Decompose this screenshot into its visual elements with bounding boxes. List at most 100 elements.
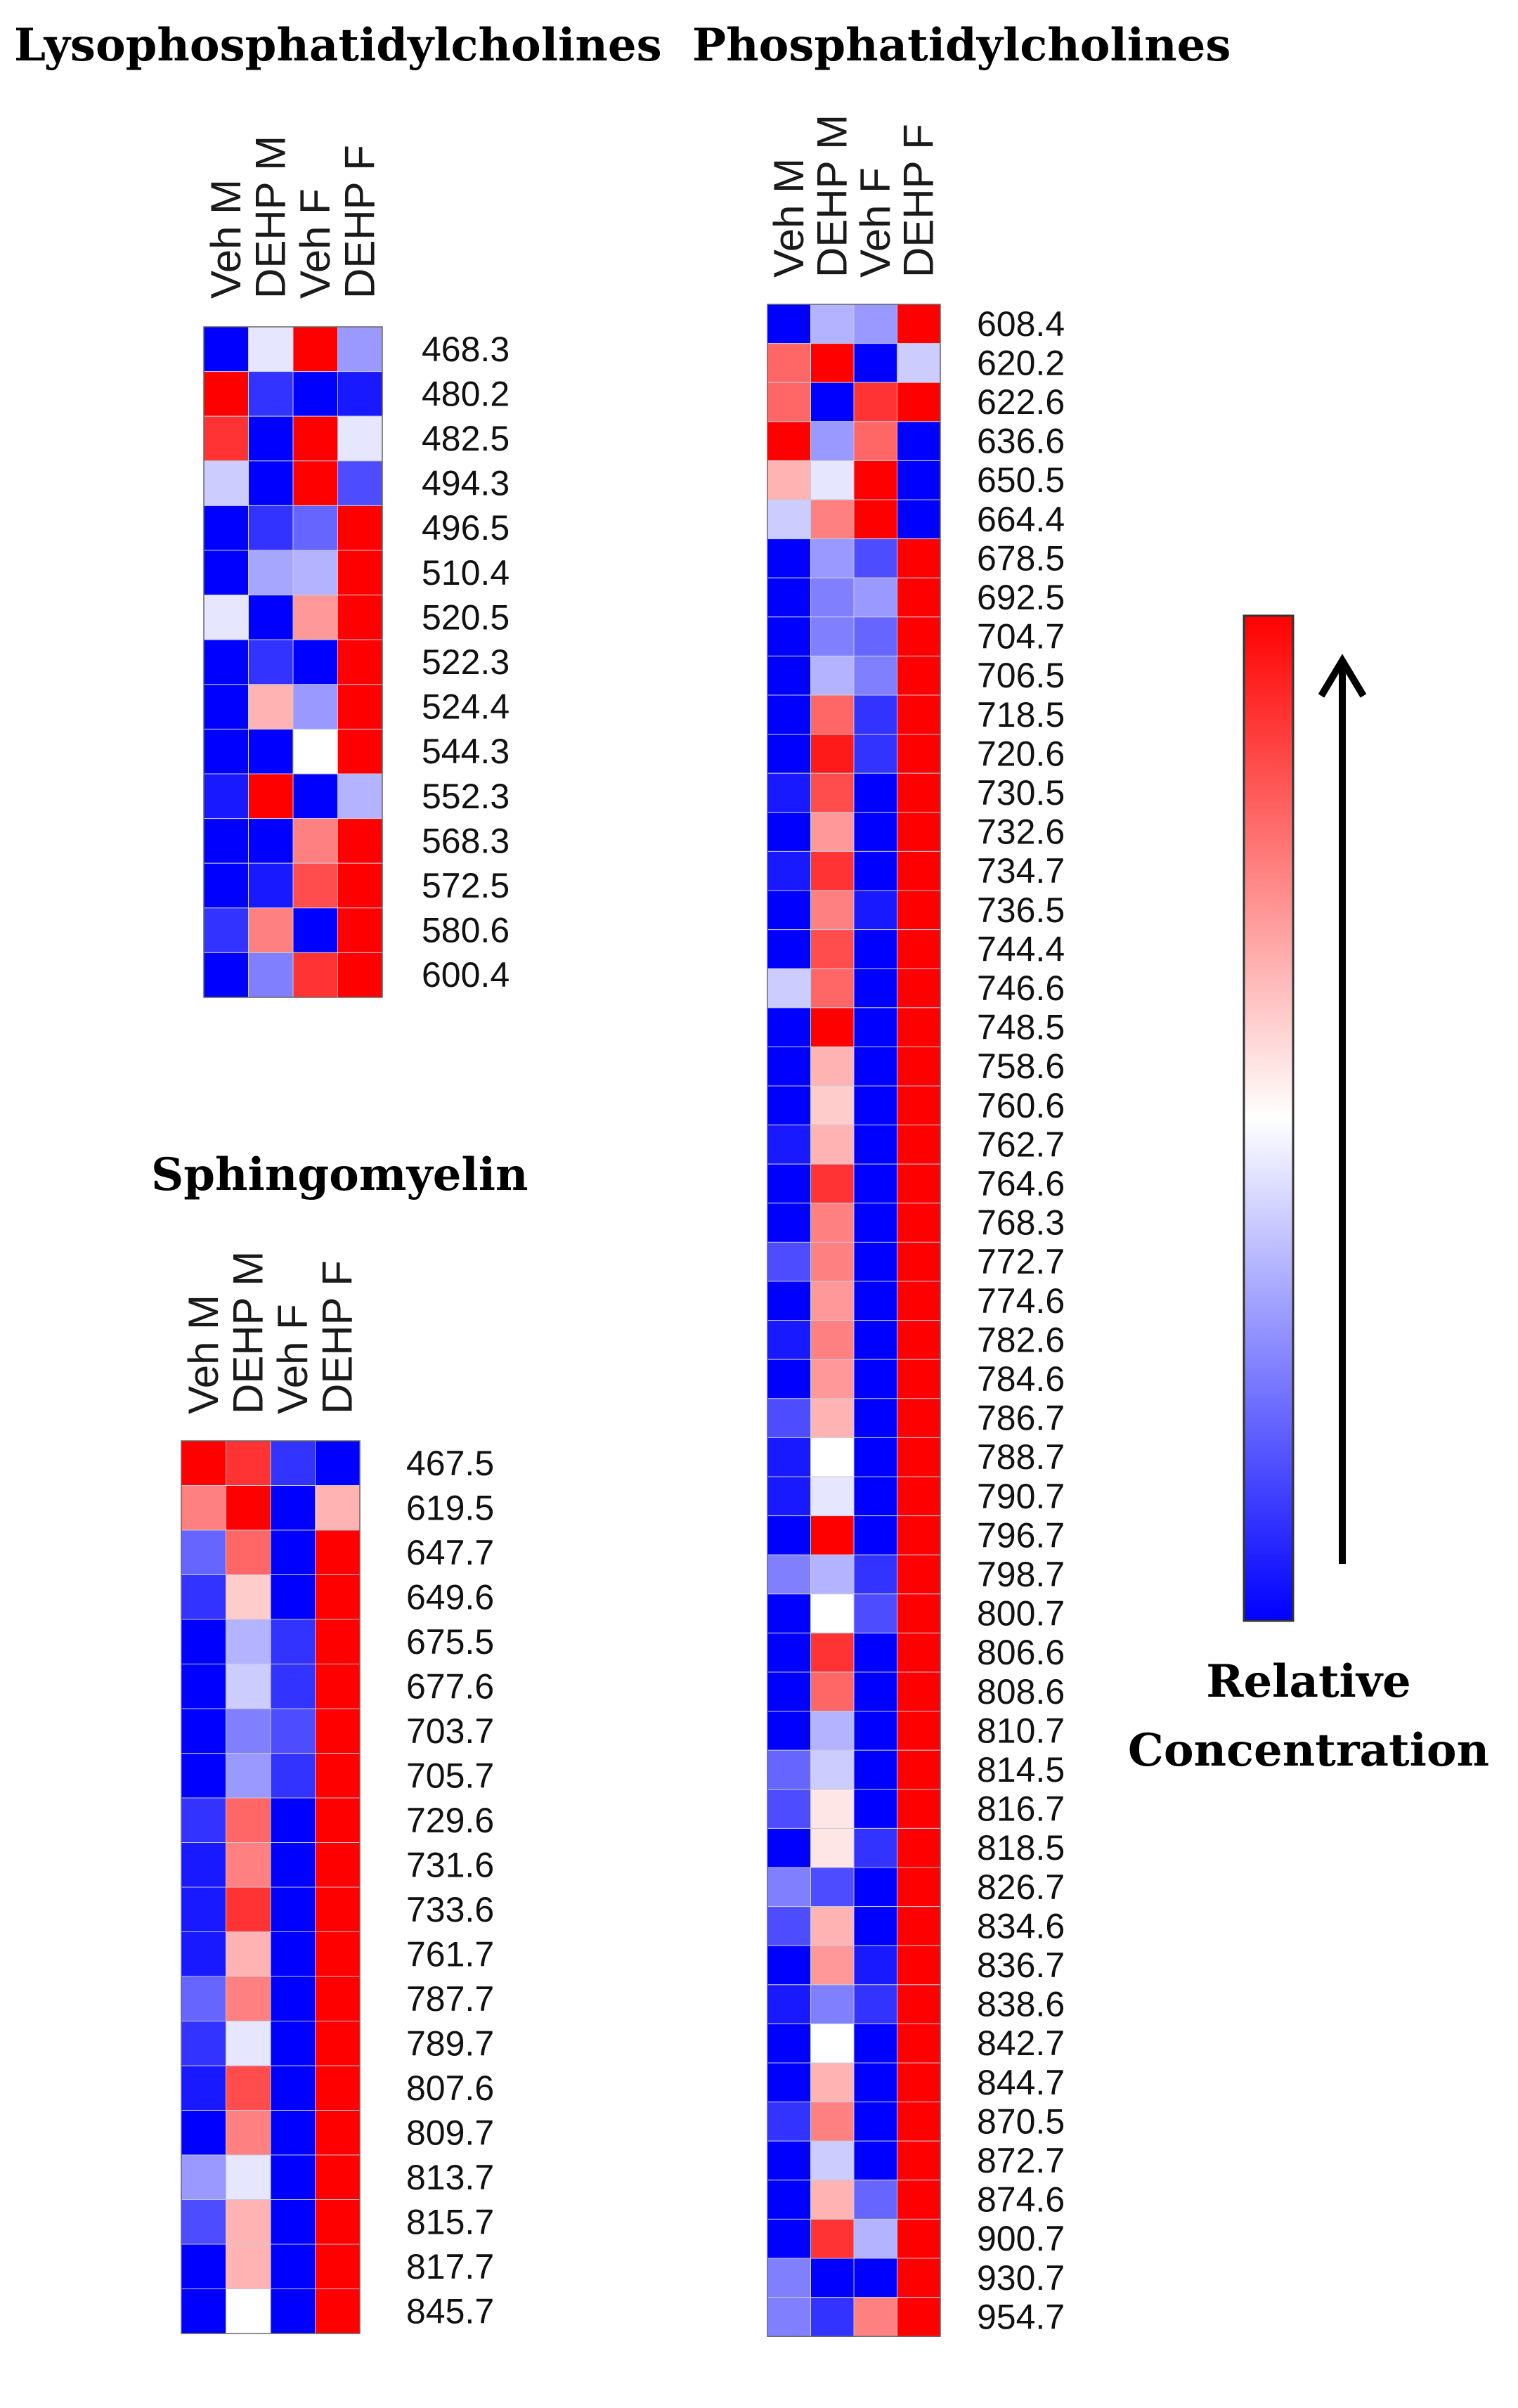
- pc-heatmap-cell: [810, 1984, 855, 2024]
- pc-heatmap-cell: [853, 2102, 897, 2142]
- sm-heatmap-cell: [181, 1708, 226, 1754]
- sm-column-label: DEHP F: [313, 1260, 361, 1414]
- sm-row-label: 729.6: [406, 1801, 494, 1840]
- lpc-heatmap-cell: [203, 684, 249, 730]
- pc-heatmap-cell: [767, 1241, 811, 1282]
- pc-row-label: 748.5: [977, 1008, 1065, 1047]
- pc-heatmap-cell: [767, 655, 811, 696]
- pc-heatmap-cell: [897, 929, 941, 969]
- pc-heatmap-cell: [853, 1163, 897, 1204]
- pc-heatmap-cell: [897, 1281, 941, 1321]
- pc-row-label: 900.7: [977, 2219, 1065, 2258]
- pc-heatmap-cell: [810, 1320, 855, 1360]
- sm-row-label: 703.7: [406, 1711, 494, 1751]
- sm-heatmap-cell: [270, 1886, 316, 1932]
- pc-heatmap-cell: [767, 812, 811, 852]
- pc-heatmap-cell: [767, 1163, 811, 1204]
- pc-heatmap-cell: [767, 1827, 811, 1868]
- sm-heatmap-cell: [181, 1976, 226, 2021]
- pc-heatmap-cell: [853, 421, 897, 461]
- lpc-column-label: Veh F: [292, 188, 339, 299]
- pc-row-label: 772.7: [977, 1242, 1065, 1281]
- sm-heatmap-cell: [270, 2154, 316, 2200]
- pc-heatmap-cell: [810, 382, 855, 422]
- pc-heatmap-cell: [853, 1476, 897, 1517]
- pc-heatmap-cell: [810, 2258, 855, 2298]
- pc-row-label: 790.7: [977, 1477, 1065, 1516]
- sm-heatmap-cell: [315, 1976, 361, 2021]
- legend-label-relative: Relative: [1206, 1655, 1410, 1708]
- pc-heatmap-cell: [810, 1789, 855, 1829]
- lpc-row-label: 600.4: [422, 955, 510, 995]
- pc-heatmap-cell: [810, 850, 855, 891]
- pc-heatmap-cell: [853, 890, 897, 931]
- pc-row-label: 620.2: [977, 343, 1065, 382]
- sm-heatmap-cell: [315, 2154, 361, 2200]
- sm-heatmap-cell: [315, 2021, 361, 2066]
- pc-heatmap-cell: [767, 577, 811, 618]
- pc-heatmap-cell: [897, 1125, 941, 1165]
- pc-heatmap-cell: [853, 2180, 897, 2220]
- pc-heatmap-cell: [853, 812, 897, 852]
- pc-heatmap-cell: [810, 1398, 855, 1438]
- sm-heatmap-cell: [270, 1619, 316, 1664]
- lpc-heatmap-cell: [203, 818, 249, 864]
- pc-heatmap-cell: [853, 929, 897, 969]
- pc-row-label: 806.6: [977, 1633, 1065, 1672]
- pc-heatmap-cell: [853, 1945, 897, 1986]
- pc-heatmap-cell: [767, 1437, 811, 1477]
- pc-heatmap-cell: [897, 850, 941, 891]
- lpc-heatmap-cell: [248, 952, 294, 998]
- sm-heatmap-cell: [226, 1485, 271, 1531]
- pc-heatmap-cell: [810, 1867, 855, 1908]
- pc-heatmap-frame: [767, 304, 941, 2337]
- pc-heatmap-cell: [767, 1906, 811, 1946]
- pc-heatmap-cell: [767, 1984, 811, 2024]
- lpc-heatmap-cell: [248, 639, 294, 685]
- lpc-heatmap-cell: [203, 550, 249, 596]
- pc-heatmap-cell: [810, 538, 855, 578]
- lpc-heatmap-cell: [248, 505, 294, 551]
- pc-heatmap-cell: [897, 1827, 941, 1868]
- lpc-heatmap-cell: [292, 639, 338, 685]
- pc-heatmap-cell: [767, 616, 811, 656]
- pc-row-label: 736.5: [977, 891, 1065, 930]
- lpc-row-label: 544.3: [422, 732, 510, 771]
- sm-row-label: 647.7: [406, 1533, 494, 1572]
- pc-heatmap-cell: [897, 2180, 941, 2220]
- pc-heatmap-cell: [853, 850, 897, 891]
- pc-heatmap-cell: [897, 1476, 941, 1517]
- pc-row-label: 796.7: [977, 1515, 1065, 1555]
- sm-heatmap-cell: [226, 1440, 271, 1486]
- sm-heatmap-cell: [226, 2289, 271, 2334]
- sm-heatmap-cell: [181, 2154, 226, 2200]
- pc-heatmap-cell: [853, 1046, 897, 1087]
- lpc-heatmap-cell: [203, 639, 249, 685]
- pc-heatmap-cell: [810, 1125, 855, 1165]
- pc-heatmap-cell: [810, 1085, 855, 1126]
- lpc-heatmap-cell: [337, 818, 383, 864]
- pc-heatmap-cell: [767, 1085, 811, 1126]
- pc-heatmap-cell: [853, 577, 897, 618]
- sm-row-label: 789.7: [406, 2024, 494, 2063]
- pc-heatmap-cell: [897, 1515, 941, 1555]
- sm-heatmap-cell: [181, 2244, 226, 2289]
- pc-heatmap-cell: [767, 694, 811, 735]
- pc-heatmap-cell: [767, 1203, 811, 1243]
- pc-heatmap-cell: [853, 2062, 897, 2103]
- pc-heatmap-cell: [853, 1671, 897, 1712]
- lpc-row-label: 520.5: [422, 597, 510, 637]
- lpc-column-label: DEHP F: [336, 145, 383, 299]
- sm-heatmap-cell: [181, 1440, 226, 1486]
- sm-heatmap-cell: [181, 1886, 226, 1932]
- pc-heatmap-cell: [853, 1749, 897, 1790]
- lpc-heatmap-cell: [248, 371, 294, 417]
- lpc-heatmap-cell: [248, 907, 294, 953]
- pc-heatmap-cell: [810, 343, 855, 383]
- lpc-heatmap-cell: [203, 728, 249, 775]
- pc-heatmap-cell: [810, 1046, 855, 1087]
- pc-heatmap-cell: [767, 499, 811, 540]
- pc-row-label: 834.6: [977, 1906, 1065, 1946]
